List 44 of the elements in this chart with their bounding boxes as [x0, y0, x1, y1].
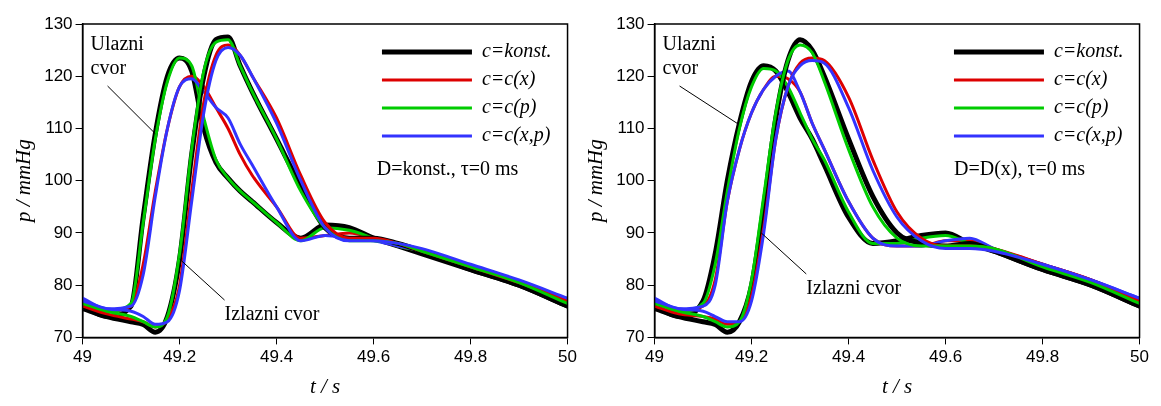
annotation: Izlazni cvor [224, 302, 320, 325]
annotation: D=konst., τ=0 ms [376, 157, 519, 180]
y-tick-label: 120 [616, 65, 645, 85]
y-axis-title: p / mmHg [583, 139, 608, 225]
y-tick-label: 90 [625, 222, 645, 242]
legend-label: c=c(x) [1053, 67, 1108, 91]
annotation: Izlazni cvor [806, 275, 902, 298]
legend-label: c=konst. [481, 39, 552, 62]
y-tick-label: 70 [625, 327, 645, 347]
x-tick-label: 49.4 [832, 347, 866, 367]
x-tick-label: 49.6 [357, 347, 391, 367]
x-tick-label: 49 [645, 347, 665, 367]
x-tick-label: 49.2 [163, 347, 197, 367]
x-tick-label: 49.8 [1026, 347, 1060, 367]
x-tick-label: 50 [1130, 347, 1150, 367]
annotation: Ulazni cvor [662, 32, 717, 78]
legend-label: c=c(x,p) [481, 123, 551, 147]
x-tick-label: 49.4 [260, 347, 294, 367]
legend-label: c=c(x,p) [1053, 123, 1123, 147]
y-tick-label: 80 [625, 274, 645, 294]
legend-label: c=konst. [1053, 39, 1124, 62]
y-tick-label: 70 [53, 327, 73, 347]
annotation: Ulazni cvor [90, 32, 145, 78]
y-tick-label: 120 [44, 65, 73, 85]
y-tick-label: 90 [53, 222, 73, 242]
legend-label: c=c(p) [1053, 95, 1109, 119]
y-tick-label: 130 [44, 13, 73, 33]
legend-label: c=c(x) [481, 67, 536, 91]
x-tick-label: 50 [558, 347, 578, 367]
annotation: D=D(x), τ=0 ms [953, 157, 1086, 181]
y-tick-label: 110 [45, 118, 73, 138]
x-axis-title: t / s [881, 373, 913, 398]
y-tick-label: 80 [53, 274, 73, 294]
x-tick-label: 49.6 [929, 347, 963, 367]
x-tick-label: 49 [73, 347, 93, 367]
x-tick-label: 49.8 [454, 347, 488, 367]
x-tick-label: 49.2 [735, 347, 769, 367]
y-tick-label: 100 [44, 170, 73, 190]
y-tick-label: 130 [616, 13, 645, 33]
y-tick-label: 110 [617, 118, 645, 138]
y-axis-title: p / mmHg [11, 139, 36, 225]
x-axis-title: t / s [309, 373, 341, 398]
legend-label: c=c(p) [481, 95, 537, 119]
y-tick-label: 100 [616, 170, 645, 190]
